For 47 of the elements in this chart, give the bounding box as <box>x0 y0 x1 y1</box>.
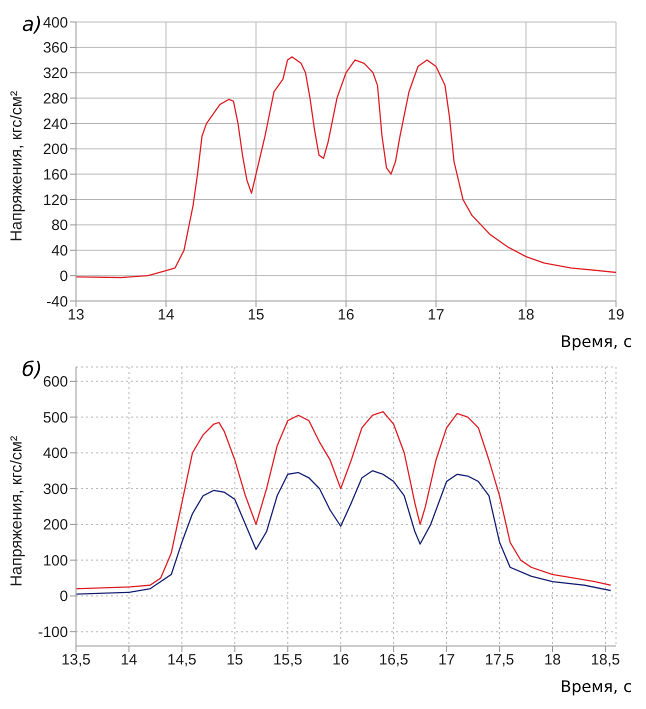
y-tick-label: 200 <box>42 516 68 534</box>
x-tick-label: 15,5 <box>273 652 302 669</box>
y-tick-label: 400 <box>42 14 68 32</box>
x-axis-title: Время, с <box>560 332 632 351</box>
x-tick-label: 18 <box>518 306 534 324</box>
y-tick-label: 360 <box>42 40 68 57</box>
y-tick-label: 0 <box>60 268 68 285</box>
x-tick-label: 16 <box>332 652 350 669</box>
x-tick-label: 13 <box>68 306 84 324</box>
y-tick-label: 160 <box>42 166 68 184</box>
x-tick-label: 13,5 <box>61 652 91 669</box>
y-tick-label: 0 <box>60 588 68 606</box>
x-tick-label: 17 <box>428 306 444 324</box>
x-tick-label: 16 <box>338 306 354 324</box>
x-tick-label: 14 <box>120 652 138 669</box>
y-axis-title: Напряжения, кгс/см² <box>8 90 26 242</box>
y-tick-label: 80 <box>51 217 68 234</box>
line-series <box>76 411 612 590</box>
y-tick-label: -40 <box>46 293 68 310</box>
y-tick-label: 500 <box>42 409 68 426</box>
x-tick-label: 14 <box>158 306 174 324</box>
x-tick-label: 15 <box>226 652 244 669</box>
x-tick-label: 16,5 <box>379 652 408 669</box>
y-tick-label: 120 <box>42 192 68 209</box>
x-tick-label: 18 <box>544 652 561 669</box>
x-tick-label: 14,5 <box>167 652 196 669</box>
x-tick-label: 17 <box>438 652 455 669</box>
x-tick-label: 18,5 <box>590 652 620 669</box>
chart-title: б) <box>22 357 42 381</box>
y-tick-label: 400 <box>42 445 68 462</box>
x-tick-label: 17,5 <box>484 652 514 669</box>
x-tick-label: 19 <box>608 306 624 324</box>
y-tick-label: 100 <box>42 552 68 570</box>
y-tick-label: 320 <box>42 65 68 82</box>
y-tick-label: -100 <box>38 624 68 642</box>
line-series <box>76 56 616 278</box>
y-tick-label: 40 <box>51 242 68 260</box>
chart-title: а) <box>22 12 42 36</box>
y-axis-title: Напряжения, кгс/см² <box>8 435 26 586</box>
line-series <box>76 470 612 595</box>
y-tick-label: 600 <box>42 374 68 391</box>
y-tick-label: 300 <box>42 480 68 498</box>
x-axis-title: Время, с <box>560 677 632 696</box>
x-tick-label: 15 <box>248 306 264 324</box>
y-tick-label: 280 <box>42 90 68 108</box>
y-tick-label: 240 <box>42 116 68 133</box>
y-tick-label: 200 <box>42 141 68 158</box>
